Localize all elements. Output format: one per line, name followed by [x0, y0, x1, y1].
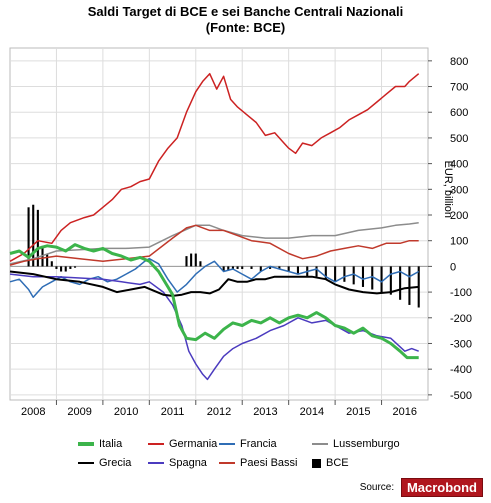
bar-bce	[259, 266, 262, 272]
bar-bce	[324, 266, 327, 280]
y-axis-title: EUR, billion	[442, 161, 454, 218]
y-tick-label: 300	[450, 184, 468, 196]
bar-bce	[46, 253, 49, 267]
bar-bce	[361, 266, 365, 287]
bar-bce	[50, 261, 53, 267]
bar-bce	[389, 266, 392, 295]
bar-bce	[36, 209, 39, 267]
x-tick-label: 2010	[114, 406, 138, 418]
x-tick-label: 2008	[21, 406, 45, 418]
bar-bce	[343, 266, 346, 282]
y-tick-label: -400	[450, 364, 472, 376]
y-tick-label: 600	[450, 107, 468, 119]
bar-bce	[287, 266, 290, 272]
series-line-germania	[9, 72, 420, 262]
series-line-grecia	[9, 270, 419, 297]
chart-title-line-2: (Fonte: BCE)	[205, 20, 286, 35]
source-note: Source: Macrobond	[360, 478, 483, 497]
bar-bce	[380, 266, 383, 293]
bar-bce	[55, 266, 58, 269]
y-tick-label: -300	[450, 338, 472, 350]
bar-bce	[278, 266, 281, 269]
chart-title-line-1: Saldi Target di BCE e sei Banche Central…	[87, 4, 404, 19]
series-line-francia	[9, 257, 420, 298]
bar-bce	[199, 261, 202, 267]
x-tick-label: 2014	[300, 406, 324, 418]
bar-bce	[399, 266, 402, 300]
series-line-paesi-bassi	[9, 224, 419, 266]
bar-bce	[241, 266, 244, 269]
y-tick-label: -100	[450, 287, 472, 299]
y-tick-label: -500	[450, 390, 472, 402]
bar-bce	[60, 266, 63, 272]
bar-bce	[194, 253, 197, 267]
bar-bce	[408, 266, 411, 305]
y-tick-label: 700	[450, 82, 468, 94]
x-tick-label: 2013	[253, 406, 277, 418]
bar-bce	[231, 266, 234, 269]
y-tick-label: -200	[450, 313, 472, 325]
y-tick-label: 400	[450, 159, 468, 171]
y-tick-label: 100	[450, 236, 468, 248]
bar-bce	[296, 266, 300, 275]
bar-bce	[250, 266, 253, 269]
series-line-spagna	[9, 273, 419, 381]
bar-bce	[227, 266, 230, 271]
bar-bce	[371, 266, 374, 290]
source-brand-logo: Macrobond	[400, 478, 483, 497]
x-tick-label: 2016	[393, 406, 417, 418]
bar-bce	[222, 266, 225, 272]
y-tick-label: 500	[450, 133, 468, 145]
plot-frame	[9, 47, 429, 401]
bar-bce	[64, 266, 67, 272]
bar-bce	[269, 266, 272, 269]
y-tick-label: 800	[450, 56, 468, 68]
x-tick-label: 2009	[67, 406, 91, 418]
bar-bce	[315, 266, 318, 277]
bar-bce	[185, 256, 188, 267]
bar-bce	[27, 207, 30, 267]
bar-bce	[73, 266, 77, 268]
series-line-italia	[9, 243, 419, 360]
y-tick-label: 200	[450, 210, 468, 222]
bar-bce	[417, 266, 420, 308]
y-tick-label: 0	[450, 261, 456, 273]
bar-bce	[32, 204, 35, 267]
x-tick-label: 2015	[346, 406, 370, 418]
x-tick-label: 2012	[207, 406, 231, 418]
bar-bce	[352, 266, 355, 285]
source-label: Source:	[359, 482, 395, 493]
chart-title: Saldi Target di BCE e sei Banche Central…	[0, 4, 491, 36]
bar-bce	[236, 266, 239, 269]
x-tick-label: 2011	[161, 406, 185, 418]
bar-bce	[69, 266, 72, 269]
bar-bce	[190, 253, 193, 267]
bar-bce	[334, 266, 337, 282]
